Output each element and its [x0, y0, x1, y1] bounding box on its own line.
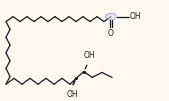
Text: OH: OH [83, 51, 95, 60]
Text: OH: OH [129, 12, 141, 21]
Text: O: O [108, 29, 114, 38]
Ellipse shape [105, 13, 116, 20]
Text: OH: OH [66, 90, 78, 99]
